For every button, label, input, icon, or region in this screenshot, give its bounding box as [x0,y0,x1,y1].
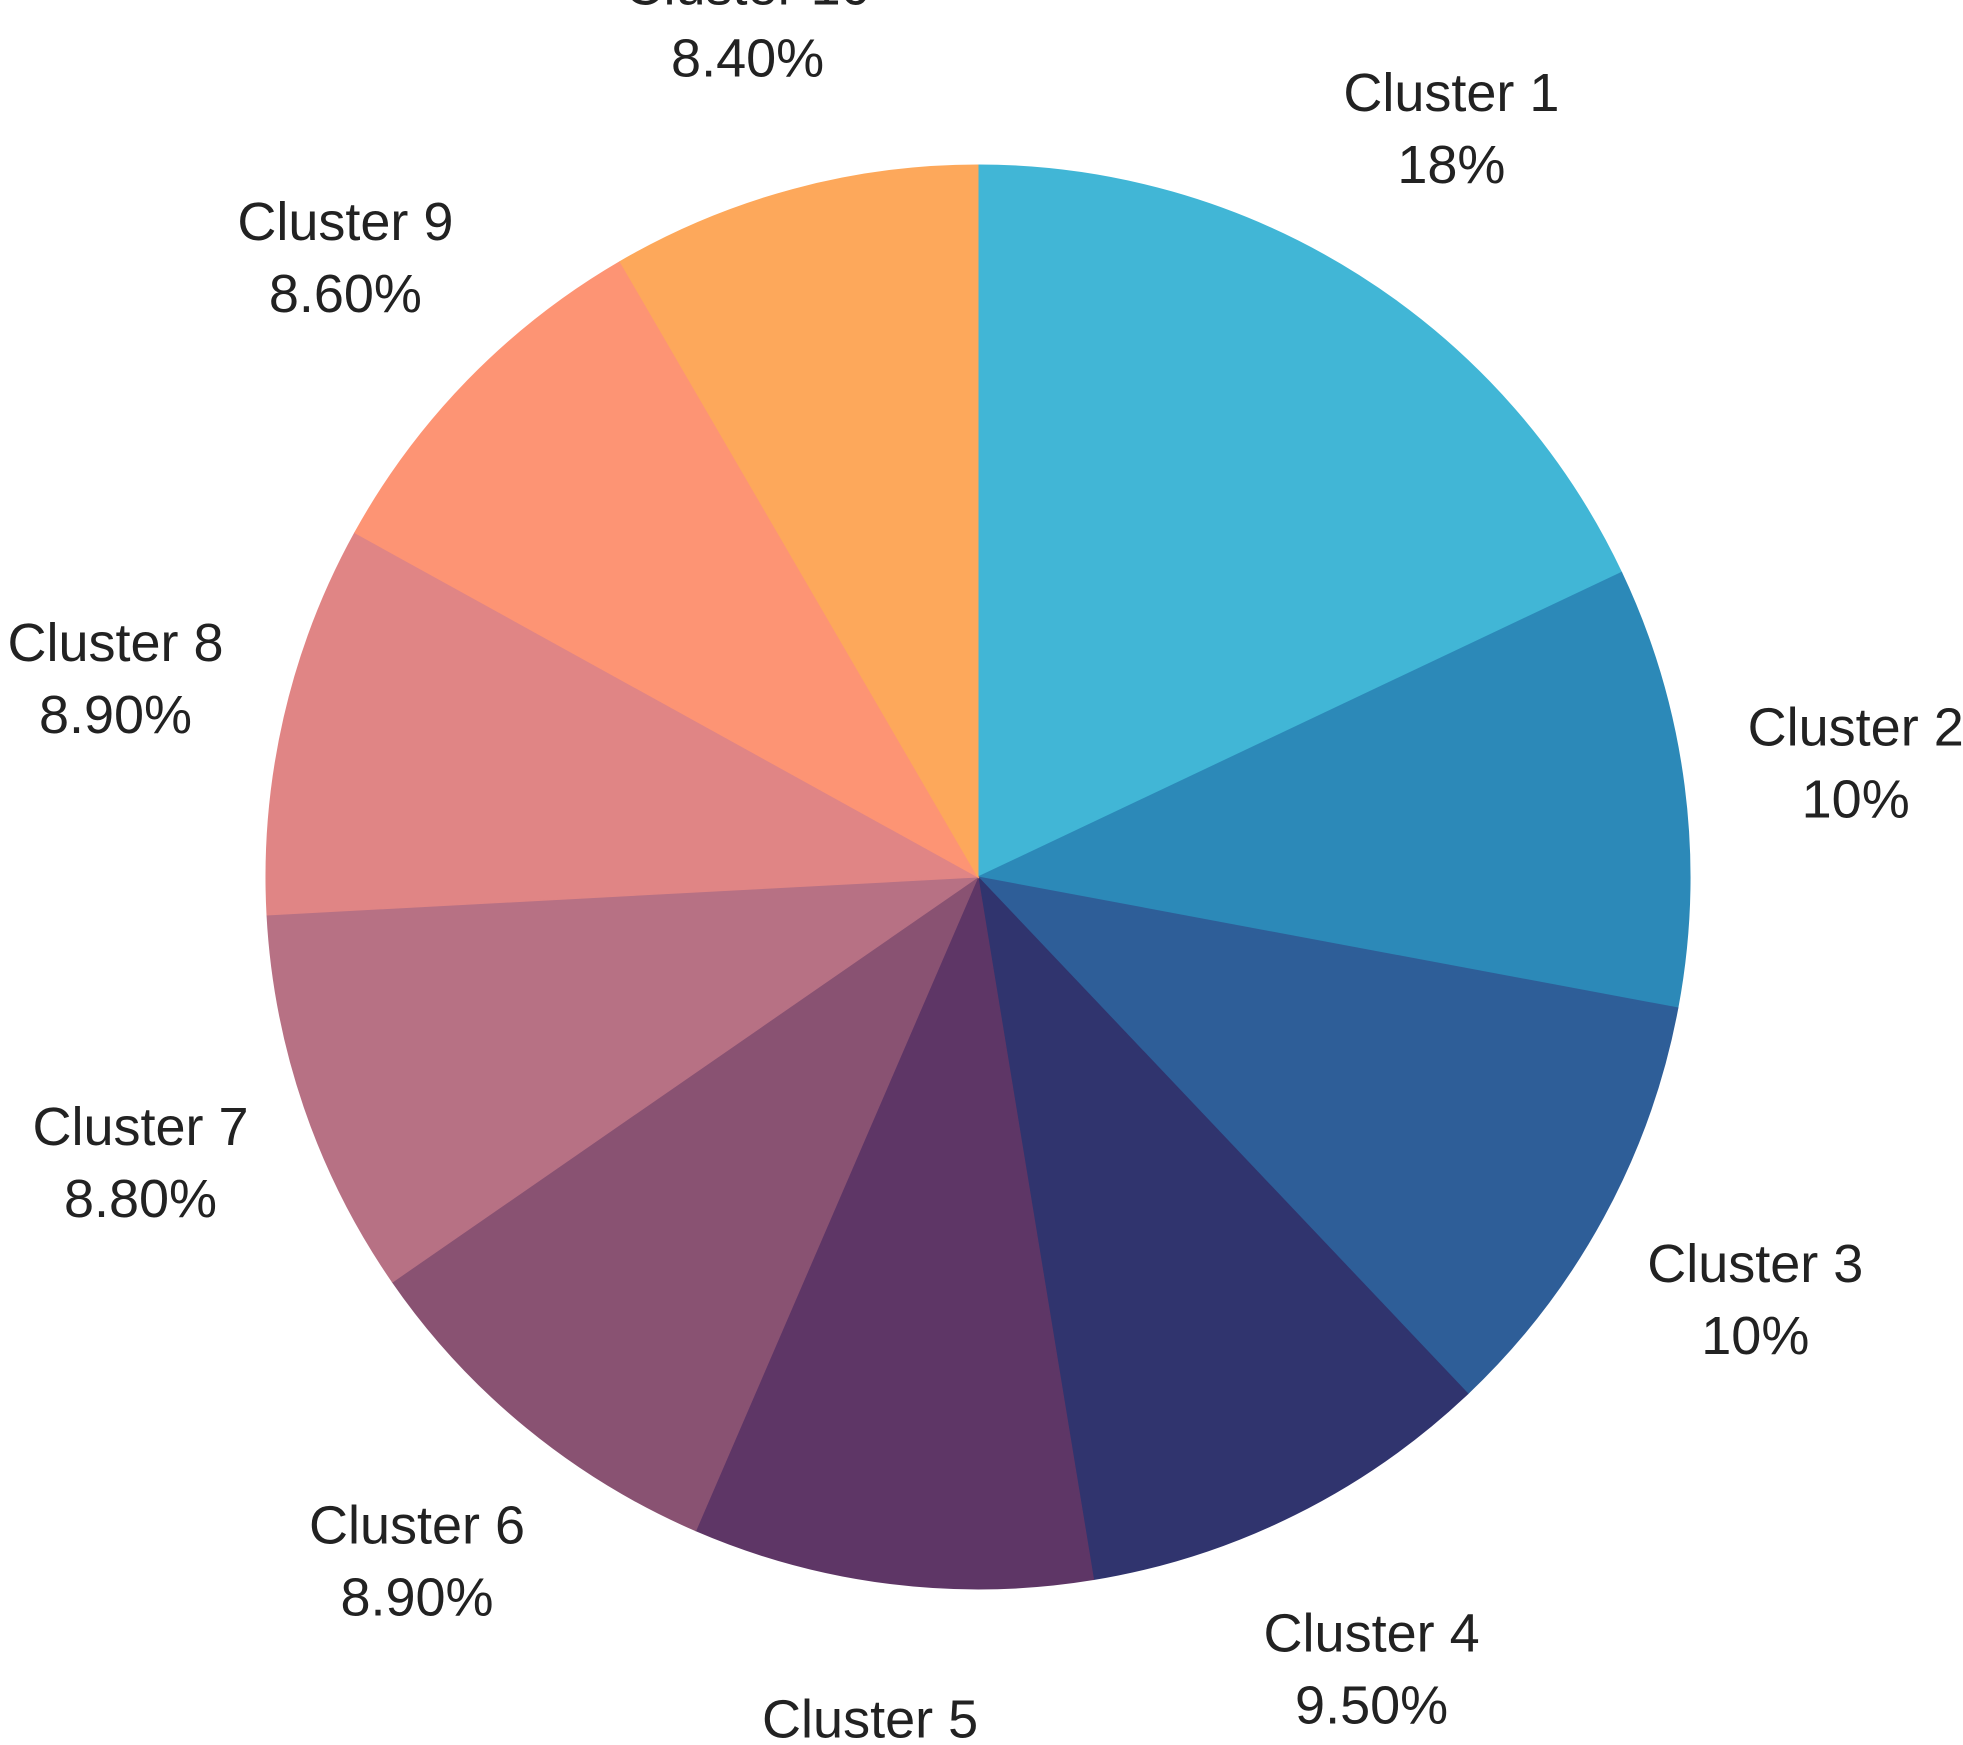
slice-name-2: Cluster 2 [1748,698,1963,758]
slice-name-8: Cluster 8 [7,613,223,673]
slice-name-3: Cluster 3 [1647,1234,1863,1294]
slice-value-2: 10% [1802,770,1910,830]
slice-name-1: Cluster 1 [1343,63,1559,123]
slice-label-3: Cluster 3 10% [1647,1234,1863,1366]
pie-slice-1 [977,164,1623,878]
slice-value-8: 8.90% [39,685,192,745]
pie-slice-3 [976,876,1679,1395]
slice-value-7: 8.80% [64,1169,217,1229]
slice-value-4: 9.50% [1295,1676,1448,1736]
pie-slice-8 [265,531,980,916]
pie-slice-9 [354,260,980,879]
slice-label-9: Cluster 9 8.60% [237,192,453,324]
pie-slice-2 [976,571,1691,1009]
slice-value-10: 8.40% [671,29,824,89]
slice-value-6: 8.90% [340,1567,493,1627]
labels-layer: Cluster 1 18%Cluster 2 10%Cluster 3 10%Clus… [7,0,1963,1745]
slice-label-4: Cluster 4 9.50% [1264,1604,1480,1736]
slice-value-9: 8.60% [269,264,422,324]
pie-slice-6 [391,875,980,1532]
pie-slice-4 [977,875,1469,1581]
slice-label-7: Cluster 7 8.80% [32,1097,248,1229]
slice-name-9: Cluster 9 [237,192,453,252]
slices-layer [265,164,1691,1590]
pie-slice-5 [695,875,1095,1590]
slice-label-8: Cluster 8 8.90% [7,613,223,745]
pie-slice-7 [266,876,980,1283]
slice-label-2: Cluster 2 10% [1748,698,1963,830]
slice-label-1: Cluster 1 18% [1343,63,1559,195]
slice-name-7: Cluster 7 [32,1097,248,1157]
slice-name-5: Cluster 5 [762,1689,978,1745]
pie-slice-10 [619,164,979,879]
slice-name-4: Cluster 4 [1264,1604,1480,1664]
slice-label-6: Cluster 6 8.90% [309,1495,525,1627]
slice-label-10: Cluster 10 8.40% [625,0,871,89]
slice-value-1: 18% [1397,135,1505,195]
slice-label-5: Cluster 59.10% [762,1689,978,1745]
slice-name-6: Cluster 6 [309,1495,525,1555]
slice-value-3: 10% [1701,1306,1809,1366]
slice-name-10: Cluster 10 [625,0,871,17]
